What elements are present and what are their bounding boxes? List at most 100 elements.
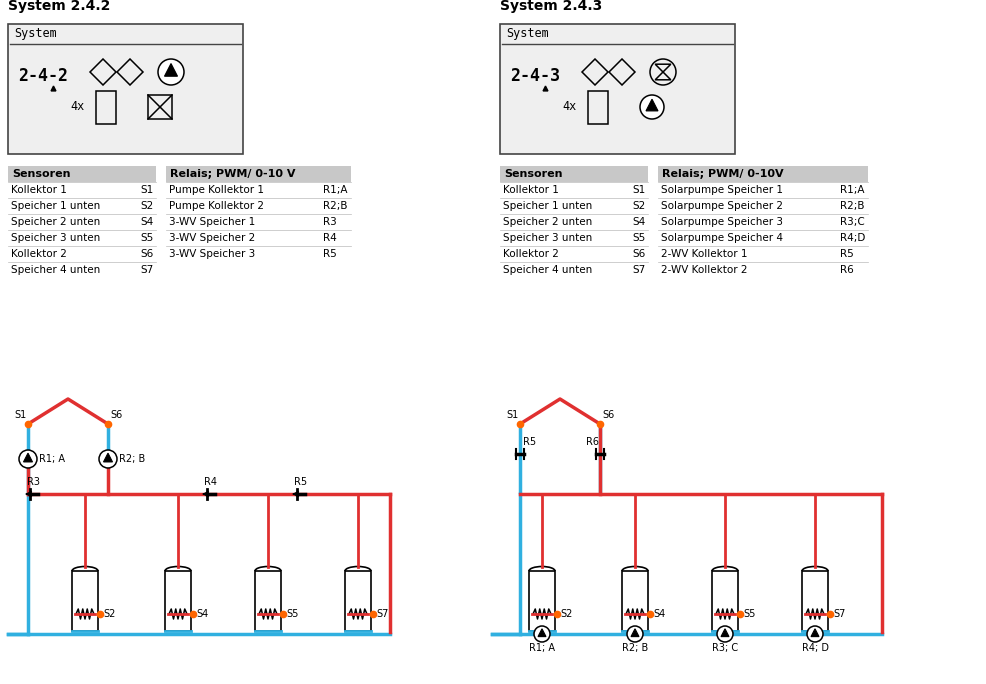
Text: S4: S4 (196, 609, 208, 619)
Text: Pumpe Kollektor 1: Pumpe Kollektor 1 (169, 185, 264, 195)
Circle shape (627, 626, 643, 642)
Text: Speicher 2 unten: Speicher 2 unten (11, 217, 101, 227)
Text: Speicher 4 unten: Speicher 4 unten (503, 265, 593, 275)
Text: Relais; PWM/ 0-10V: Relais; PWM/ 0-10V (662, 169, 784, 179)
Text: S2: S2 (103, 609, 115, 619)
Text: R6: R6 (840, 265, 854, 275)
Text: S4: S4 (140, 217, 153, 227)
Text: Sensoren: Sensoren (504, 169, 562, 179)
Text: R5: R5 (523, 437, 536, 447)
Text: Solarpumpe Speicher 1: Solarpumpe Speicher 1 (661, 185, 783, 195)
Text: Relais; PWM/ 0-10 V: Relais; PWM/ 0-10 V (170, 169, 296, 179)
Text: Solarpumpe Speicher 2: Solarpumpe Speicher 2 (661, 201, 783, 211)
Bar (166, 166, 351, 182)
Circle shape (158, 59, 184, 85)
Text: S7: S7 (376, 609, 388, 619)
Text: S1: S1 (506, 410, 519, 420)
Text: R3;C: R3;C (840, 217, 865, 227)
Text: R1; A: R1; A (529, 643, 555, 653)
Polygon shape (631, 629, 639, 637)
Polygon shape (24, 453, 33, 462)
Text: R2;B: R2;B (840, 201, 865, 211)
Text: System 2.4.2: System 2.4.2 (8, 0, 110, 13)
Polygon shape (104, 453, 112, 462)
Text: R4: R4 (204, 477, 217, 487)
Text: Speicher 1 unten: Speicher 1 unten (503, 201, 593, 211)
Text: R4;D: R4;D (840, 233, 866, 243)
Text: R5: R5 (840, 249, 854, 259)
Bar (658, 166, 868, 182)
Bar (8, 166, 156, 182)
Bar (802, 571, 828, 631)
Text: R1;A: R1;A (840, 185, 865, 195)
FancyBboxPatch shape (500, 24, 735, 154)
Text: S6: S6 (632, 249, 645, 259)
Bar (588, 91, 608, 124)
Text: S5: S5 (743, 609, 755, 619)
Text: System 2.4.3: System 2.4.3 (500, 0, 602, 13)
Text: Pumpe Kollektor 2: Pumpe Kollektor 2 (169, 201, 264, 211)
Text: R2; B: R2; B (119, 454, 145, 464)
Text: R2; B: R2; B (622, 643, 648, 653)
Text: S2: S2 (140, 201, 153, 211)
Circle shape (807, 626, 823, 642)
Text: R3: R3 (27, 477, 40, 487)
Text: Speicher 2 unten: Speicher 2 unten (503, 217, 593, 227)
Circle shape (717, 626, 733, 642)
Polygon shape (538, 629, 546, 637)
Text: S7: S7 (632, 265, 645, 275)
Text: S1: S1 (14, 410, 27, 420)
Polygon shape (721, 629, 729, 637)
Text: 4x: 4x (562, 99, 576, 112)
Text: Sensoren: Sensoren (12, 169, 71, 179)
Text: 3-WV Speicher 1: 3-WV Speicher 1 (169, 217, 255, 227)
Text: R1;A: R1;A (323, 185, 347, 195)
Bar (712, 571, 738, 631)
Text: R5: R5 (294, 477, 307, 487)
Text: S5: S5 (632, 233, 645, 243)
Text: S1: S1 (632, 185, 645, 195)
Text: S4: S4 (632, 217, 645, 227)
Text: S6: S6 (140, 249, 153, 259)
Polygon shape (646, 99, 658, 111)
Text: R6: R6 (586, 437, 599, 447)
Bar (72, 571, 98, 631)
Text: S7: S7 (140, 265, 153, 275)
Text: 3-WV Speicher 2: 3-WV Speicher 2 (169, 233, 255, 243)
Circle shape (19, 450, 37, 468)
Text: System: System (14, 27, 57, 40)
Text: Speicher 3 unten: Speicher 3 unten (503, 233, 593, 243)
Bar (148, 95, 172, 119)
Text: S2: S2 (560, 609, 573, 619)
Text: R1; A: R1; A (39, 454, 65, 464)
Text: S6: S6 (110, 410, 122, 420)
Text: Kollektor 2: Kollektor 2 (11, 249, 67, 259)
Bar (165, 571, 191, 631)
Text: System: System (506, 27, 549, 40)
Text: Speicher 4 unten: Speicher 4 unten (11, 265, 101, 275)
Text: S5: S5 (140, 233, 153, 243)
Text: 3-WV Speicher 3: 3-WV Speicher 3 (169, 249, 255, 259)
Bar (345, 571, 371, 631)
Text: S6: S6 (602, 410, 614, 420)
Text: R4; D: R4; D (802, 643, 828, 653)
Circle shape (640, 95, 664, 119)
Bar (500, 166, 648, 182)
Text: Speicher 1 unten: Speicher 1 unten (11, 201, 101, 211)
Text: S7: S7 (833, 609, 845, 619)
Circle shape (99, 450, 117, 468)
Circle shape (534, 626, 550, 642)
Text: R3: R3 (323, 217, 337, 227)
Text: R5: R5 (323, 249, 337, 259)
Bar (622, 571, 648, 631)
Polygon shape (811, 629, 819, 637)
Polygon shape (165, 64, 177, 76)
Text: S4: S4 (653, 609, 666, 619)
Text: Solarpumpe Speicher 4: Solarpumpe Speicher 4 (661, 233, 783, 243)
Text: Kollektor 1: Kollektor 1 (503, 185, 559, 195)
Text: Speicher 3 unten: Speicher 3 unten (11, 233, 101, 243)
Text: R4: R4 (323, 233, 337, 243)
Bar (255, 571, 281, 631)
Text: 2-WV Kollektor 2: 2-WV Kollektor 2 (661, 265, 747, 275)
Text: S5: S5 (286, 609, 299, 619)
